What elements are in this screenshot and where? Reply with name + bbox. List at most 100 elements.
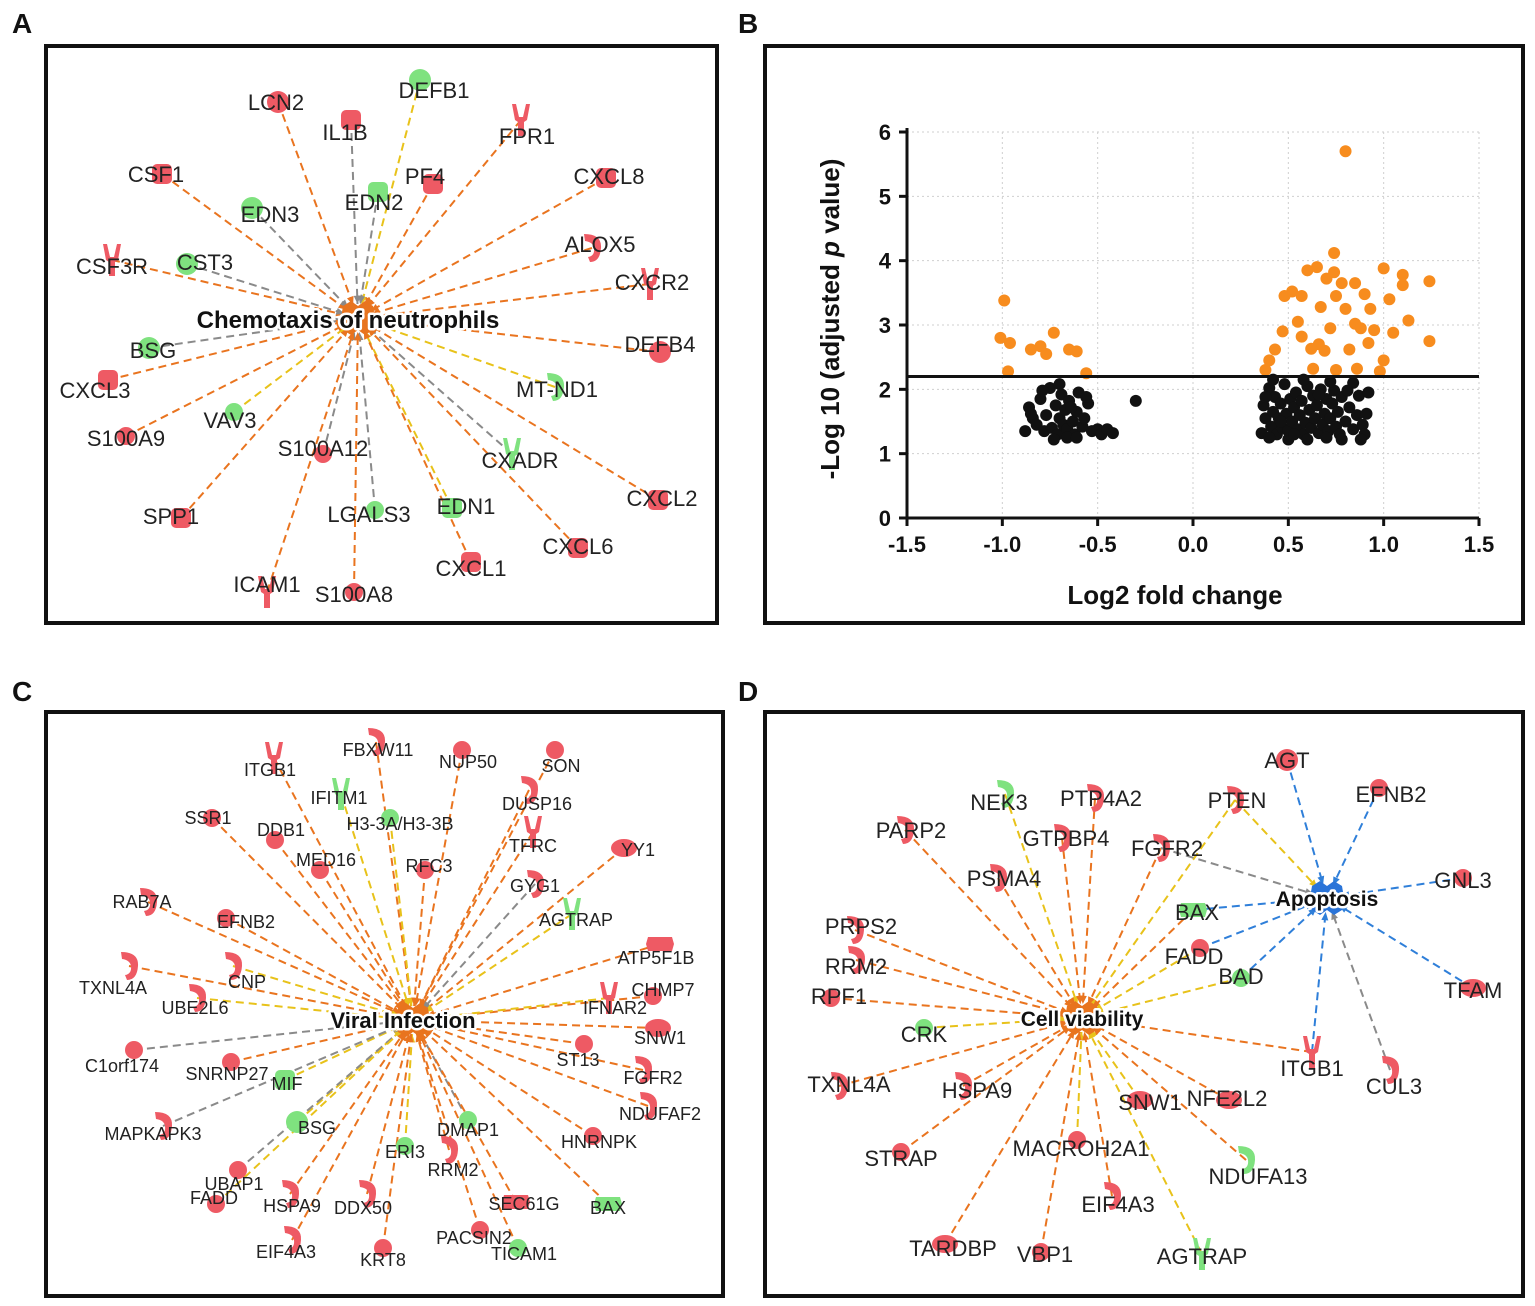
gene-node-alox5[interactable]: ALOX5 — [565, 232, 636, 262]
gene-node-agt[interactable]: AGT — [1264, 748, 1309, 773]
gene-node-chmp7[interactable]: CHMP7 — [631, 980, 695, 1005]
gene-node-hnrnpk[interactable]: HNRNPK — [561, 1127, 637, 1152]
gene-node-fpr1[interactable]: FPR1 — [499, 104, 555, 149]
gene-node-rfc3[interactable]: RFC3 — [405, 856, 453, 879]
gene-node-pten[interactable]: PTEN — [1208, 786, 1267, 814]
gene-node-ddx50[interactable]: DDX50 — [334, 1180, 392, 1218]
gene-node-parp2[interactable]: PARP2 — [876, 816, 947, 844]
gene-node-gtpbp4[interactable]: GTPBP4 — [1023, 824, 1110, 852]
gene-node-nup50[interactable]: NUP50 — [439, 741, 497, 772]
gene-node-c1orf174[interactable]: C1orf174 — [85, 1041, 159, 1076]
gene-node-mif[interactable]: MIF — [272, 1070, 303, 1094]
gene-node-cxcl3[interactable]: CXCL3 — [60, 370, 131, 403]
gene-node-cxadr[interactable]: CXADR — [481, 438, 559, 473]
gene-node-cxcl8[interactable]: CXCL8 — [574, 164, 645, 189]
gene-node-efnb2[interactable]: EFNB2 — [217, 909, 275, 932]
gene-node-icam1[interactable]: ICAM1 — [233, 572, 301, 608]
gene-node-rab7a[interactable]: RAB7A — [112, 888, 172, 916]
gene-node-spp1[interactable]: SPP1 — [143, 504, 199, 529]
gene-node-edn1[interactable]: EDN1 — [437, 494, 496, 519]
gene-node-dmap1[interactable]: DMAP1 — [437, 1111, 499, 1140]
gene-node-rrm2[interactable]: RRM2 — [825, 946, 887, 979]
gene-node-pf4[interactable]: PF4 — [405, 164, 445, 194]
gene-node-snrnp27[interactable]: SNRNP27 — [185, 1053, 269, 1084]
gene-node-ddb1[interactable]: DDB1 — [257, 820, 305, 849]
gene-node-prps2[interactable]: PRPS2 — [825, 914, 897, 944]
gene-node-txnl4a[interactable]: TXNL4A — [79, 952, 147, 998]
gene-node-lgals3[interactable]: LGALS3 — [327, 501, 411, 527]
gene-node-sec61g[interactable]: SEC61G — [488, 1194, 559, 1214]
gene-node-ndufa13[interactable]: NDUFA13 — [1208, 1146, 1308, 1189]
gene-node-bsg[interactable]: BSG — [286, 1111, 336, 1138]
gene-node-il1b[interactable]: IL1B — [322, 110, 368, 145]
gene-node-cnp[interactable]: CNP — [225, 952, 266, 992]
gene-node-edn3[interactable]: EDN3 — [241, 197, 300, 227]
gene-node-rpf1[interactable]: RPF1 — [811, 984, 867, 1009]
gene-node-s100a8[interactable]: S100A8 — [315, 582, 393, 607]
gene-node-cxcl1[interactable]: CXCL1 — [436, 552, 507, 581]
gene-node-hspa9[interactable]: HSPA9 — [263, 1180, 321, 1216]
gene-node-tardbp[interactable]: TARDBP — [909, 1235, 997, 1261]
gene-node-strap[interactable]: STRAP — [864, 1143, 938, 1171]
gene-node-agtrap[interactable]: AGTRAP — [1157, 1238, 1247, 1270]
gene-node-s100a9[interactable]: S100A9 — [87, 426, 165, 451]
gene-node-fadd[interactable]: FADD — [1165, 939, 1224, 969]
gene-node-ticam1[interactable]: TICAM1 — [491, 1239, 557, 1264]
gene-node-h3-3a-h3-3b[interactable]: H3-3A/H3-3B — [346, 809, 454, 834]
gene-node-fgfr2[interactable]: FGFR2 — [1131, 834, 1203, 862]
gene-node-rrm2[interactable]: RRM2 — [427, 1136, 479, 1180]
gene-node-fgfr2[interactable]: FGFR2 — [623, 1056, 683, 1088]
gene-node-cxcl2[interactable]: CXCL2 — [627, 486, 698, 511]
gene-node-ptp4a2[interactable]: PTP4A2 — [1060, 784, 1142, 812]
gene-node-dusp16[interactable]: DUSP16 — [502, 776, 572, 814]
gene-node-yy1[interactable]: YY1 — [611, 839, 655, 860]
gene-node-ifitm1[interactable]: IFITM1 — [311, 778, 368, 810]
gene-node-krt8[interactable]: KRT8 — [360, 1239, 406, 1270]
gene-node-son[interactable]: SON — [541, 741, 581, 776]
gene-node-gyg1[interactable]: GYG1 — [510, 870, 560, 898]
gene-node-atp5f1b[interactable]: ATP5F1B — [618, 937, 695, 968]
gene-node-edn2[interactable]: EDN2 — [345, 182, 404, 215]
gene-node-med16[interactable]: MED16 — [296, 850, 356, 879]
gene-node-fadd[interactable]: FADD — [190, 1188, 238, 1213]
gene-node-bax[interactable]: BAX — [1175, 900, 1219, 925]
gene-node-bsg[interactable]: BSG — [130, 337, 176, 363]
gene-node-tfrc[interactable]: TFRC — [509, 816, 557, 856]
gene-node-ubap1[interactable]: UBAP1 — [204, 1161, 264, 1194]
gene-node-itgb1[interactable]: ITGB1 — [1280, 1036, 1344, 1081]
gene-node-nfe2l2[interactable]: NFE2L2 — [1187, 1086, 1268, 1111]
gene-node-gnl3[interactable]: GNL3 — [1434, 868, 1491, 893]
gene-node-cst3[interactable]: CST3 — [176, 250, 233, 275]
gene-node-vav3[interactable]: VAV3 — [204, 403, 257, 433]
gene-node-macroh2a1[interactable]: MACROH2A1 — [1013, 1131, 1150, 1161]
gene-node-eif4a3[interactable]: EIF4A3 — [256, 1226, 316, 1262]
gene-node-cxcr2[interactable]: CXCR2 — [615, 268, 690, 300]
gene-node-mt-nd1[interactable]: MT-ND1 — [516, 373, 598, 402]
gene-node-crk[interactable]: CRK — [901, 1019, 948, 1047]
gene-node-cxcl6[interactable]: CXCL6 — [543, 534, 614, 559]
gene-node-bax[interactable]: BAX — [590, 1197, 626, 1218]
gene-node-fbxw11[interactable]: FBXW11 — [343, 728, 414, 760]
gene-node-itgb1[interactable]: ITGB1 — [244, 742, 296, 780]
gene-node-vbp1[interactable]: VBP1 — [1017, 1242, 1073, 1267]
gene-node-bad[interactable]: BAD — [1218, 964, 1263, 989]
gene-node-tfam[interactable]: TFAM — [1444, 978, 1503, 1003]
gene-node-snw1[interactable]: SNW1 — [634, 1019, 686, 1048]
gene-node-efnb2[interactable]: EFNB2 — [1356, 779, 1427, 807]
gene-node-snw1[interactable]: SNW1 — [1118, 1090, 1182, 1115]
gene-node-st13[interactable]: ST13 — [556, 1035, 600, 1070]
gene-node-eri3[interactable]: ERI3 — [385, 1137, 425, 1162]
gene-node-pacsin2[interactable]: PACSIN2 — [436, 1221, 512, 1248]
gene-node-cul3[interactable]: CUL3 — [1366, 1056, 1422, 1099]
gene-node-ssr1[interactable]: SSR1 — [184, 808, 231, 828]
gene-node-defb1[interactable]: DEFB1 — [399, 69, 470, 103]
gene-node-ifnar2[interactable]: IFNAR2 — [583, 982, 647, 1018]
gene-node-nek3[interactable]: NEK3 — [970, 780, 1028, 815]
gene-node-csf1[interactable]: CSF1 — [128, 162, 184, 187]
gene-node-eif4a3[interactable]: EIF4A3 — [1081, 1182, 1155, 1217]
gene-node-s100a12[interactable]: S100A12 — [278, 436, 369, 463]
gene-node-csf3r[interactable]: CSF3R — [76, 244, 148, 279]
